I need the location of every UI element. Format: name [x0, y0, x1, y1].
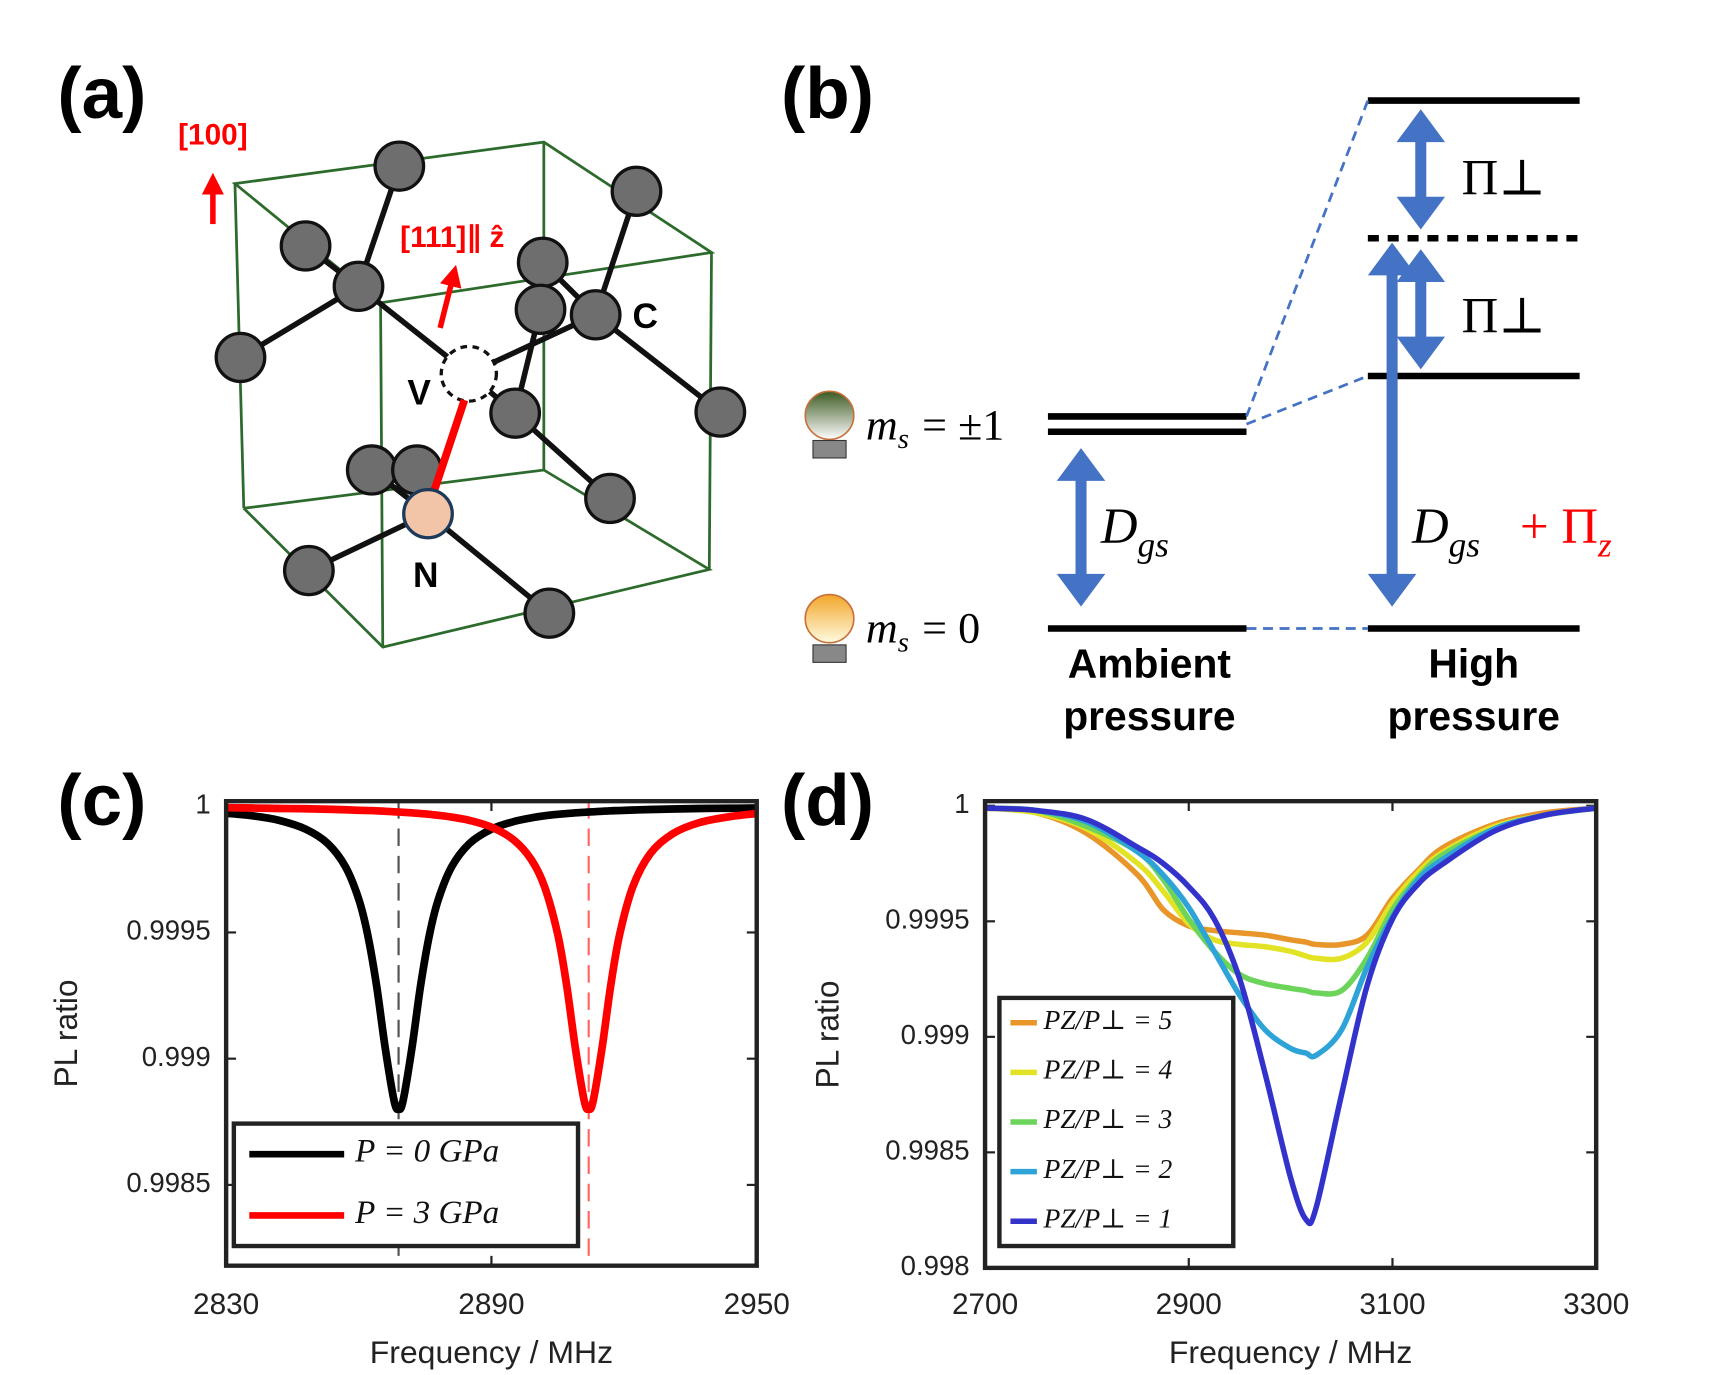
panel-label: (a): [57, 53, 146, 134]
atom-label: C: [633, 297, 658, 336]
zfs-label: Dgs: [1411, 498, 1480, 564]
legend-label: P = 0 GPa: [354, 1134, 499, 1170]
charts: (c) 0.9985 0.999 0.9995 1 2830 2890 2950 Frequen…: [48, 761, 1629, 1370]
y-tick-label: 0.999: [142, 1041, 211, 1072]
axes-box: [223, 798, 759, 1268]
panel-a: (a): [57, 53, 747, 649]
legend-label: P = 3 GPa: [354, 1195, 499, 1231]
level-value: = ±1: [922, 401, 1004, 450]
x-axis-label: Frequency / MHz: [1169, 1334, 1412, 1370]
subscript: gs: [1138, 525, 1169, 564]
symbol: m: [866, 401, 898, 450]
zfs-label: Dgs: [1100, 498, 1169, 564]
level-label: ms = 0: [866, 604, 980, 659]
x-tick-label: 2830: [193, 1288, 259, 1321]
axis-label: [111]∥ ẑ: [400, 221, 504, 254]
axis-label: [100]: [178, 118, 247, 151]
y-axis-label: PL ratio: [809, 981, 845, 1089]
subscript: s: [898, 424, 909, 455]
x-tick-label: 2900: [1156, 1288, 1222, 1321]
data-line: [226, 804, 757, 1114]
carbon-atoms: [214, 140, 747, 639]
nv-axis: [426, 398, 469, 504]
panel-b: (b) ms = ±1 ms = 0 Dgs: [781, 53, 1612, 739]
x-tick-label: 3300: [1563, 1288, 1629, 1321]
subscript: s: [898, 628, 909, 659]
panel-label: (c): [57, 761, 146, 842]
plot-area: [985, 805, 1597, 1227]
subscript: z: [1597, 525, 1612, 564]
nitrogen-atom: [402, 488, 454, 540]
legend-box: [997, 995, 1236, 1249]
y-tick-label: 1: [195, 789, 210, 820]
splitting-arrows: [1056, 109, 1446, 607]
subscript: gs: [1449, 525, 1480, 564]
splitting-label: Π⊥: [1462, 150, 1546, 206]
y-tick-label: 0.9995: [126, 915, 210, 946]
legend-box: [231, 1121, 581, 1249]
axes-box: [982, 798, 1599, 1271]
symbol: D: [1100, 498, 1138, 554]
y-tick-label: 0.9995: [885, 904, 969, 935]
legend: P = 0 GPa P = 3 GPa: [231, 1121, 581, 1249]
x-tick-label: 2890: [458, 1288, 524, 1321]
condition-label: Ambient: [1068, 641, 1232, 687]
y-tick-label: 0.999: [901, 1019, 970, 1050]
chart: (c) 0.9985 0.999 0.9995 1 2830 2890 2950 Frequen…: [48, 761, 790, 1370]
x-tick-label: 3100: [1359, 1288, 1425, 1321]
data-line: [985, 805, 1597, 1227]
legend-label: PZ/P⊥ = 2: [1043, 1154, 1173, 1184]
y-tick-label: 0.998: [901, 1250, 970, 1281]
chart: (d) 0.998 0.9985 0.999 0.9995 1 2700 2900 3100 33…: [781, 761, 1629, 1370]
y-tick-label: 1: [954, 788, 969, 819]
bulb-icon: [804, 390, 855, 663]
panel-label: (b): [781, 53, 874, 134]
y-tick-label: 0.9985: [126, 1167, 210, 1198]
x-axis-label: Frequency / MHz: [370, 1334, 613, 1370]
pressure-shift: + Πz: [1520, 498, 1612, 564]
data-line: [226, 803, 757, 1114]
legend: PZ/P⊥ = 5 PZ/P⊥ = 4 PZ/P⊥ = 3 PZ/P⊥ = 2 PZ/P…: [997, 995, 1236, 1249]
x-tick-label: 2700: [952, 1288, 1018, 1321]
symbol: + Π: [1520, 498, 1598, 554]
splitting-label: Π⊥: [1462, 287, 1546, 343]
symbol: D: [1411, 498, 1449, 554]
atom-label: N: [413, 556, 438, 595]
y-axis-label: PL ratio: [48, 979, 84, 1087]
arrow-111: [437, 264, 462, 329]
data-line: [985, 805, 1597, 1060]
data-line: [985, 805, 1597, 997]
level-label: ms = ±1: [866, 401, 1004, 456]
energy-levels: [1047, 97, 1580, 632]
condition-label: pressure: [1063, 693, 1235, 739]
vacancy-site: [439, 344, 499, 403]
legend-label: PZ/P⊥ = 1: [1043, 1204, 1173, 1234]
x-tick-label: 2950: [724, 1288, 790, 1321]
symbol: m: [866, 604, 898, 653]
y-tick-label: 0.9985: [885, 1135, 969, 1166]
atom-label: V: [407, 374, 431, 413]
panel-label: (d): [781, 761, 874, 842]
legend-label: PZ/P⊥ = 4: [1043, 1055, 1173, 1085]
condition-label: High: [1428, 641, 1519, 687]
legend-label: PZ/P⊥ = 5: [1043, 1005, 1173, 1035]
data-line: [985, 805, 1597, 948]
level-connectors: [1245, 100, 1370, 630]
legend-label: PZ/P⊥ = 3: [1043, 1104, 1173, 1134]
condition-label: pressure: [1388, 693, 1560, 739]
level-value: = 0: [922, 604, 980, 653]
